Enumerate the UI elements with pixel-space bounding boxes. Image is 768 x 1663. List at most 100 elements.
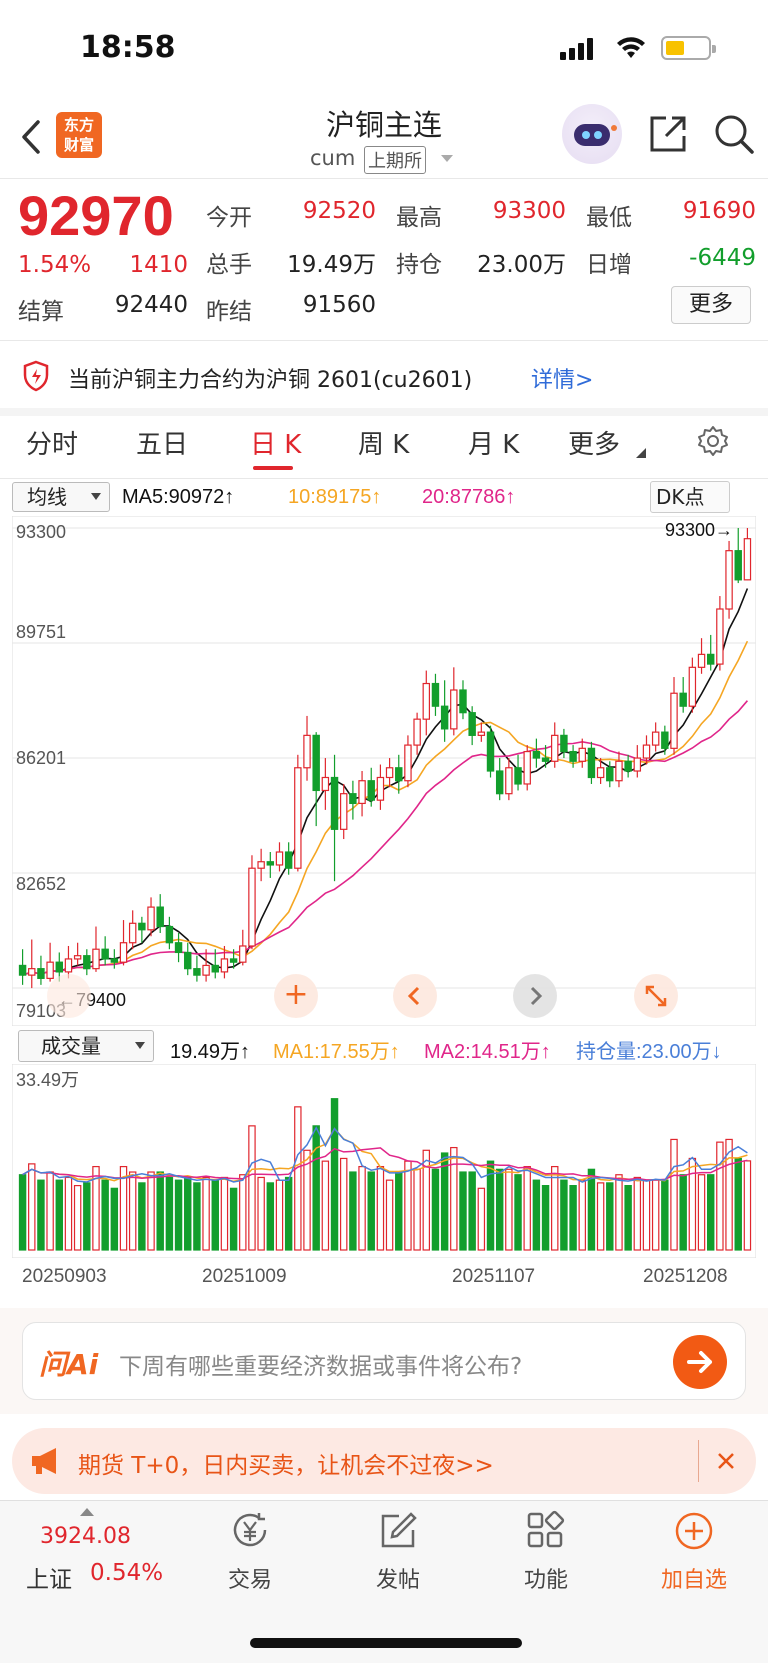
nav-add-watchlist[interactable]: 加自选: [634, 1510, 754, 1600]
volume-bar: [385, 1179, 394, 1251]
add-indicator-button[interactable]: +: [274, 974, 318, 1018]
volume-bar: [578, 1179, 586, 1251]
notice-details-link[interactable]: 详情>: [531, 368, 594, 393]
tab-monthly-k[interactable]: 月 K: [468, 430, 520, 460]
volume-bar: [523, 1165, 531, 1251]
settings-gear-icon[interactable]: [696, 424, 730, 458]
tab-more[interactable]: 更多: [568, 430, 621, 460]
tab-daily-k[interactable]: 日 K: [250, 430, 302, 460]
chevron-left-icon: [407, 986, 420, 1006]
volume-bar: [633, 1176, 642, 1251]
candle: [18, 949, 27, 985]
assistant-avatar[interactable]: [562, 104, 622, 164]
candle: [128, 910, 137, 950]
volume-bar: [92, 1165, 100, 1251]
close-icon[interactable]: [716, 1451, 736, 1471]
logo-line-2: 财富: [63, 136, 94, 154]
tabs-divider: [0, 478, 768, 479]
candle: [330, 754, 339, 882]
volume-bar: [725, 1138, 733, 1251]
candle: [734, 528, 742, 584]
robot-icon: [574, 124, 617, 146]
volume-bar: [284, 1176, 293, 1251]
nav-functions-label: 功能: [523, 1568, 568, 1593]
candle: [92, 926, 100, 972]
candle: [101, 936, 109, 966]
scroll-right-button[interactable]: [513, 974, 557, 1018]
tab-intraday[interactable]: 分时: [26, 430, 79, 460]
volume-value: 19.49万: [287, 252, 376, 278]
dk-point-button[interactable]: DK点: [650, 481, 730, 513]
ask-ai-input[interactable]: 问Ai 下周有哪些重要经济数据或事件将公布?: [22, 1322, 746, 1400]
volume-bar: [505, 1168, 513, 1251]
change-value: 1410: [129, 252, 188, 278]
candle: [73, 942, 82, 966]
tab-five-day[interactable]: 五日: [136, 430, 189, 460]
zoom-out-button[interactable]: [47, 974, 91, 1018]
volume-bar: [110, 1187, 119, 1251]
nav-post-label: 发帖: [375, 1568, 420, 1593]
back-icon[interactable]: [14, 112, 50, 162]
candle: [110, 949, 119, 969]
volume-bar: [321, 1160, 330, 1251]
open-interest-value: 23.00万: [477, 252, 566, 278]
dk-point-label: DK点: [656, 485, 705, 509]
volume-bar: [46, 1171, 54, 1251]
candle: [560, 728, 568, 759]
nav-post[interactable]: 发帖: [338, 1510, 458, 1600]
index-change[interactable]: 0.54%: [90, 1560, 164, 1586]
candle: [697, 638, 706, 674]
chevron-right-icon: [530, 986, 543, 1006]
nav-trade-label: 交易: [227, 1568, 272, 1593]
candle: [358, 771, 366, 817]
candle: [642, 735, 651, 765]
high-marker: 93300→: [665, 520, 734, 540]
candle: [569, 745, 577, 768]
candle: [431, 673, 440, 716]
volume-bar: [706, 1174, 715, 1251]
volume-bar: [716, 1141, 724, 1251]
volume-bar: [119, 1165, 128, 1251]
candle: [83, 949, 91, 976]
home-indicator: [250, 1638, 522, 1648]
y-tick-3: 86201: [16, 748, 67, 768]
candle: [725, 540, 733, 619]
volume-bar: [532, 1179, 541, 1251]
candle: [303, 715, 311, 781]
nav-functions[interactable]: 功能: [486, 1510, 606, 1600]
cellular-signal-icon: [560, 36, 600, 60]
expand-up-icon[interactable]: [80, 1508, 94, 1516]
candle: [257, 848, 265, 882]
indicator-select[interactable]: 均线: [12, 482, 110, 512]
date-label-3: 20251107: [452, 1266, 536, 1287]
dropdown-triangle-icon[interactable]: [440, 154, 454, 164]
ask-ai-send-button[interactable]: [673, 1335, 727, 1389]
candlestick-chart[interactable]: [12, 516, 756, 1026]
volume-bar: [431, 1168, 440, 1251]
index-name[interactable]: 上证: [26, 1567, 72, 1593]
grid-apps-icon: [527, 1510, 565, 1548]
share-icon[interactable]: [646, 112, 690, 156]
volume-bar: [514, 1174, 522, 1251]
search-icon[interactable]: [712, 112, 756, 156]
candle: [532, 738, 541, 768]
page-title[interactable]: 沪铜主连: [325, 108, 442, 142]
candle: [743, 528, 752, 581]
plus-icon: +: [283, 977, 309, 1012]
tab-weekly-k[interactable]: 周 K: [358, 430, 410, 460]
scroll-left-button[interactable]: [393, 974, 437, 1018]
candle: [679, 677, 687, 713]
volume-bar: [248, 1125, 256, 1251]
candle: [284, 842, 293, 875]
fullscreen-button[interactable]: [634, 974, 678, 1018]
volume-bar: [303, 1149, 311, 1251]
volume-indicator-select[interactable]: 成交量: [18, 1030, 154, 1062]
volume-chart[interactable]: [12, 1064, 756, 1258]
volume-bar: [165, 1176, 174, 1251]
promo-banner[interactable]: 期货 T+0，日内买卖，让机会不过夜>>: [12, 1428, 756, 1494]
volume-bar: [642, 1179, 651, 1251]
volume-bar: [450, 1146, 458, 1251]
more-quote-button[interactable]: 更多: [671, 286, 751, 324]
nav-trade[interactable]: 交易: [190, 1510, 310, 1600]
index-value[interactable]: 3924.08: [40, 1524, 131, 1549]
